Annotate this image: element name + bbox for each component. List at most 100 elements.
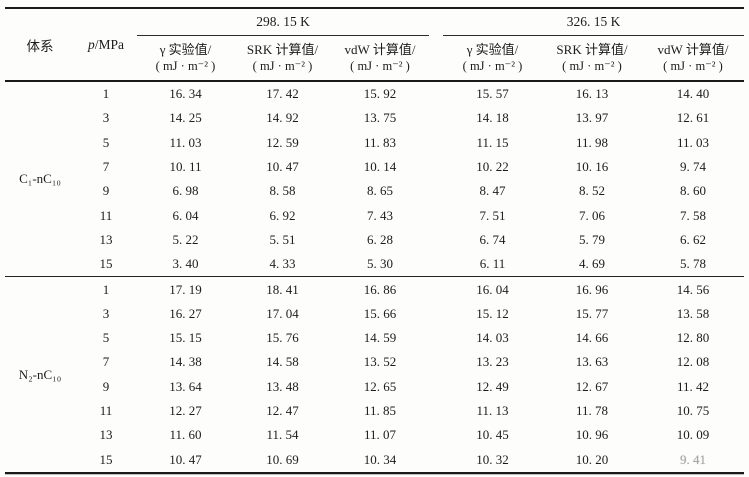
value-cell: 11. 54 bbox=[266, 427, 299, 443]
header-system: 体系 bbox=[26, 38, 54, 54]
pressure-cell: 5 bbox=[102, 330, 110, 346]
system-spacer bbox=[5, 82, 75, 106]
value-cell: 15. 76 bbox=[266, 330, 299, 346]
table-row: 5 11. 03 12. 59 11. 83 11. 15 11. 98 11. 03 bbox=[5, 131, 744, 155]
group-gap bbox=[429, 423, 443, 447]
system-block: C₁-nC₁₀ 1 16. 34 17. 42 15. 92 15. 57 16. 13 14… bbox=[5, 82, 744, 278]
table-row: 9 6. 98 8. 58 8. 65 8. 47 8. 52 8. 60 bbox=[5, 179, 744, 203]
value-cell: 12. 08 bbox=[676, 354, 710, 370]
table-row: 9 13. 64 13. 48 12. 65 12. 49 12. 67 11. 42 bbox=[5, 375, 744, 399]
value-cell: 5. 51 bbox=[269, 231, 296, 247]
value-cell: 11. 85 bbox=[363, 403, 397, 418]
pressure-cell: 3 bbox=[102, 110, 110, 126]
pressure-cell: 15 bbox=[99, 451, 113, 467]
value-cell: 13. 48 bbox=[266, 378, 299, 394]
value-cell: 12. 49 bbox=[476, 378, 509, 394]
table-row: 7 10. 11 10. 47 10. 14 10. 22 10. 16 9. 74 bbox=[5, 155, 744, 179]
pressure-cell: 13 bbox=[99, 231, 113, 247]
table-body: C₁-nC₁₀ 1 16. 34 17. 42 15. 92 15. 57 16. 13 14… bbox=[5, 82, 744, 474]
value-cell: 11. 42 bbox=[676, 378, 710, 394]
value-cell: 4. 33 bbox=[269, 256, 296, 272]
system-label: C₁-nC₁₀ bbox=[19, 171, 61, 187]
value-cell: 6. 28 bbox=[367, 231, 393, 247]
value-cell: 16. 34 bbox=[169, 86, 202, 102]
value-cell: 11. 78 bbox=[575, 403, 609, 418]
value-cell: 14. 18 bbox=[476, 110, 509, 126]
value-cell: 13. 58 bbox=[676, 305, 710, 321]
header-gamma-exp-326: γ 实验值/ ( mJ · m⁻² ) bbox=[462, 42, 523, 73]
system-spacer bbox=[5, 326, 75, 350]
value-cell: 10. 75 bbox=[676, 403, 710, 418]
value-cell: 10. 16 bbox=[575, 159, 609, 175]
table-row: 15 3. 40 4. 33 5. 30 6. 11 4. 69 5. 78 bbox=[5, 252, 744, 276]
value-cell: 8. 58 bbox=[269, 183, 296, 199]
pressure-cell: 13 bbox=[99, 427, 113, 443]
value-cell: 10. 32 bbox=[476, 451, 509, 467]
value-cell: 12. 67 bbox=[575, 378, 609, 394]
system-spacer bbox=[5, 252, 75, 276]
header-vdw-calc-298: vdW 计算值/ ( mJ · m⁻² ) bbox=[344, 42, 416, 73]
system-spacer bbox=[5, 203, 75, 227]
group-gap bbox=[429, 131, 443, 155]
group-gap bbox=[429, 302, 443, 326]
value-cell: 13. 64 bbox=[169, 378, 202, 394]
value-cell: 4. 69 bbox=[579, 256, 605, 272]
value-cell: 10. 34 bbox=[363, 451, 397, 467]
value-cell: 13. 97 bbox=[575, 110, 609, 126]
value-cell: 14. 56 bbox=[676, 281, 710, 297]
system-spacer bbox=[5, 277, 75, 301]
pressure-unit: /MPa bbox=[94, 36, 124, 52]
value-cell: 14. 66 bbox=[575, 330, 609, 346]
value-cell: 6. 92 bbox=[269, 207, 296, 223]
group-gap bbox=[429, 447, 443, 471]
value-cell: 7. 51 bbox=[479, 207, 506, 223]
header-group-gap bbox=[429, 9, 443, 36]
value-cell: 15. 66 bbox=[363, 305, 397, 321]
value-cell: 14. 59 bbox=[363, 330, 397, 346]
value-cell: 10. 20 bbox=[575, 451, 609, 467]
system-spacer bbox=[5, 399, 75, 423]
value-cell: 10. 22 bbox=[476, 159, 509, 175]
header-temp-326: 326. 15 K bbox=[443, 9, 744, 36]
table-row: 3 14. 25 14. 92 13. 75 14. 18 13. 97 12. 61 bbox=[5, 106, 744, 130]
group-gap bbox=[429, 252, 443, 276]
header-srk-calc-326: SRK 计算值/ ( mJ · m⁻² ) bbox=[556, 42, 628, 73]
system-spacer bbox=[5, 423, 75, 447]
value-cell: 16. 86 bbox=[363, 281, 397, 297]
value-cell: 17. 04 bbox=[266, 305, 299, 321]
group-gap bbox=[429, 179, 443, 203]
header-srk-calc-298: SRK 计算值/ ( mJ · m⁻² ) bbox=[246, 42, 319, 73]
value-cell: 15. 77 bbox=[575, 305, 609, 321]
group-gap bbox=[429, 155, 443, 179]
value-cell: 15. 12 bbox=[476, 305, 509, 321]
value-cell: 14. 25 bbox=[169, 110, 202, 126]
value-cell: 12. 59 bbox=[266, 134, 299, 150]
value-cell: 8. 47 bbox=[479, 183, 506, 199]
bottom-rule-shadow bbox=[5, 474, 744, 475]
value-cell: 6. 98 bbox=[172, 183, 199, 199]
group-gap bbox=[429, 277, 443, 301]
value-cell: 13. 23 bbox=[476, 354, 509, 370]
value-cell: 5. 79 bbox=[579, 231, 605, 247]
value-cell: 12. 65 bbox=[363, 378, 397, 394]
value-cell: 14. 03 bbox=[476, 330, 509, 346]
value-cell: 10. 47 bbox=[169, 451, 202, 467]
value-cell: 3. 40 bbox=[172, 256, 199, 272]
value-cell: 12. 61 bbox=[676, 110, 710, 126]
table-row: 7 14. 38 14. 58 13. 52 13. 23 13. 63 12. 08 bbox=[5, 350, 744, 374]
value-cell: 10. 47 bbox=[266, 159, 299, 175]
table-row: 3 16. 27 17. 04 15. 66 15. 12 15. 77 13. 58 bbox=[5, 302, 744, 326]
value-cell: 11. 60 bbox=[169, 427, 202, 443]
value-cell: 12. 80 bbox=[676, 330, 710, 346]
table-row: 13 11. 60 11. 54 11. 07 10. 45 10. 96 10. 09 bbox=[5, 423, 744, 447]
value-cell: 11. 03 bbox=[169, 134, 202, 150]
value-cell: 5. 78 bbox=[680, 256, 706, 272]
value-cell: 16. 13 bbox=[575, 86, 609, 102]
value-cell: 11. 15 bbox=[476, 134, 509, 150]
system-block: N₂-nC₁₀ 1 17. 19 18. 41 16. 86 16. 04 16. 96 14… bbox=[5, 277, 744, 474]
value-cell: 11. 03 bbox=[676, 134, 710, 150]
value-cell: 10. 14 bbox=[363, 159, 397, 175]
table-row: 11 12. 27 12. 47 11. 85 11. 13 11. 78 10. 75 bbox=[5, 399, 744, 423]
system-spacer bbox=[5, 106, 75, 130]
